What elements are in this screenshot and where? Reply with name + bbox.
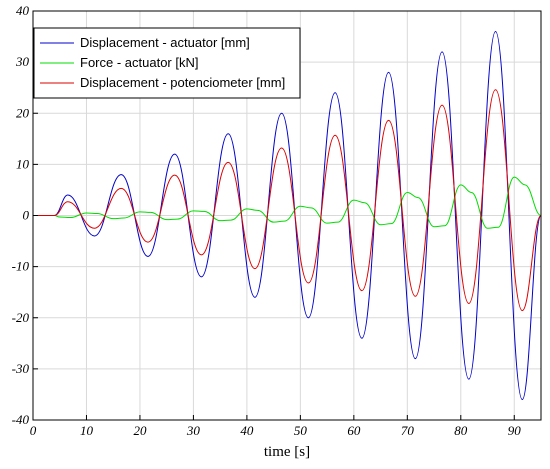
y-tick-label: -30 — [12, 361, 30, 376]
x-tick-label: 20 — [133, 423, 147, 438]
x-tick-label: 30 — [186, 423, 201, 438]
x-tick-label: 70 — [401, 423, 415, 438]
legend: Displacement - actuator [mm] Force - actu… — [33, 27, 301, 99]
y-tick-label: 0 — [23, 208, 30, 223]
x-tick-label: 0 — [30, 423, 37, 438]
x-tick-label: 90 — [508, 423, 522, 438]
x-tick-label: 40 — [240, 423, 254, 438]
y-tick-label: -40 — [12, 412, 30, 427]
legend-label: Displacement - potenciometer [mm] — [80, 75, 285, 90]
series-line-3 — [33, 89, 542, 312]
legend-box — [33, 27, 301, 99]
legend-label: Displacement - actuator [mm] — [80, 35, 250, 50]
y-tick-label: 10 — [16, 156, 30, 171]
series-line-2 — [33, 176, 542, 229]
axis-ticks: 0 10 20 30 40 50 60 70 80 90 -40 -30 -20 -10 0 10 20 30 40 — [12, 3, 522, 438]
y-tick-label: 20 — [16, 105, 30, 120]
series-line-1 — [33, 30, 542, 401]
series-lines — [33, 30, 542, 401]
y-tick-label: -20 — [12, 310, 30, 325]
x-tick-label: 10 — [80, 423, 94, 438]
legend-label: Force - actuator [kN] — [80, 55, 198, 70]
x-tick-label: 80 — [454, 423, 468, 438]
y-tick-label: 30 — [15, 54, 30, 69]
x-tick-label: 60 — [347, 423, 361, 438]
y-tick-label: 40 — [16, 3, 30, 18]
y-tick-label: -10 — [12, 259, 30, 274]
x-axis-label: time [s] — [264, 444, 310, 460]
x-tick-label: 50 — [294, 423, 308, 438]
